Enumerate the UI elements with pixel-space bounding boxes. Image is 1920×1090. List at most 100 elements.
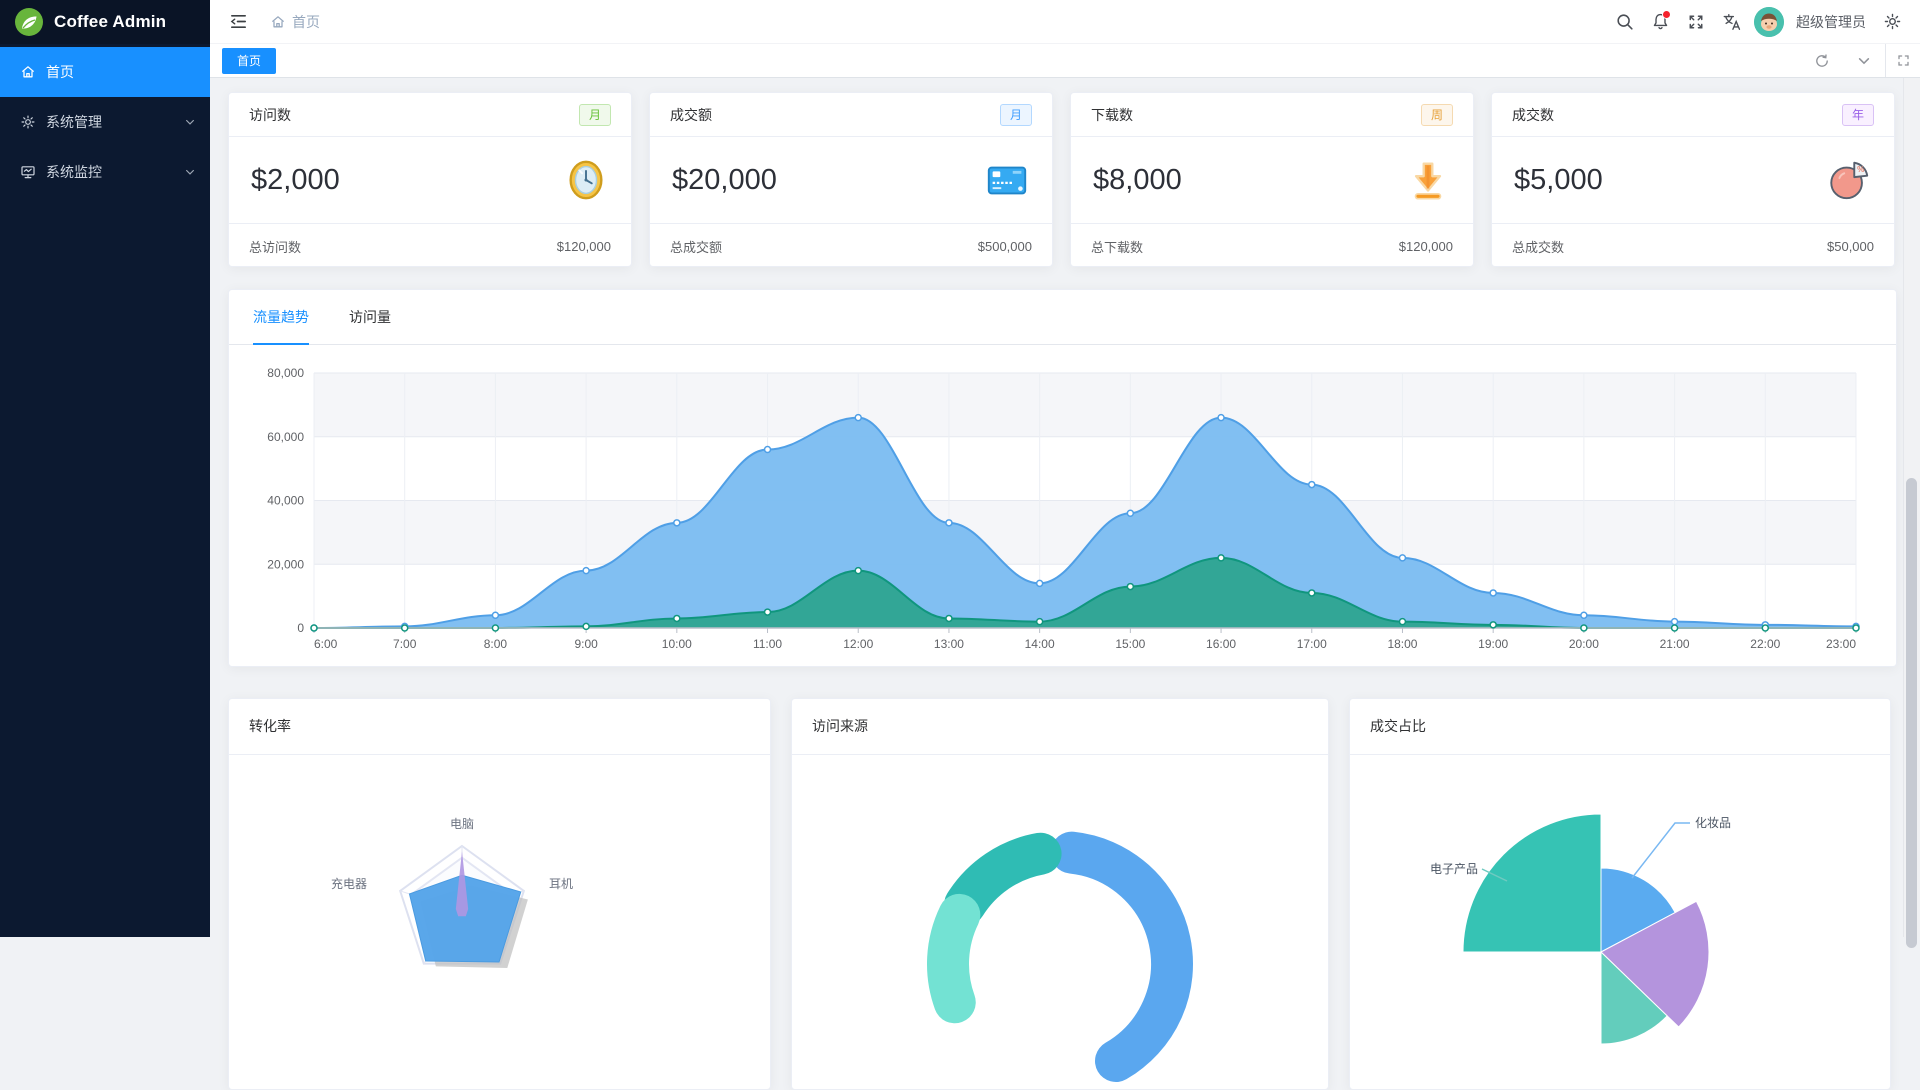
bell-icon[interactable] <box>1646 8 1674 36</box>
sidebar-menu: 首页系统管理系统监控 <box>0 47 210 197</box>
tab-controls <box>1801 44 1920 77</box>
deal-share-card: 成交占比 化妆品 电子产品 <box>1349 698 1891 1090</box>
svg-text:9:00: 9:00 <box>574 637 598 651</box>
visit-source-donut-chart <box>927 831 1193 1082</box>
maximize-icon[interactable] <box>1885 44 1920 77</box>
tab-home[interactable]: 首页 <box>222 47 277 74</box>
sidebar-item-system-monitor[interactable]: 系统监控 <box>0 147 210 197</box>
logo-leaf-icon <box>14 7 44 37</box>
stat-footer-value: $120,000 <box>556 238 611 254</box>
pie-label: 化妆品 <box>1695 816 1731 830</box>
stat-card-body: $20,000 <box>650 137 1052 223</box>
settings-gear-icon[interactable] <box>1878 8 1906 36</box>
stat-card-footer: 总成交数 $50,000 <box>1492 223 1894 268</box>
username[interactable]: 超级管理员 <box>1796 13 1866 30</box>
svg-text:20:00: 20:00 <box>1569 637 1599 651</box>
refresh-icon[interactable] <box>1801 44 1843 77</box>
stat-card-visits: 访问数 月 $2,000 总访问数 $120,000 <box>228 92 632 267</box>
sidebar: Coffee Admin 首页系统管理系统监控 <box>0 0 210 937</box>
card-title: 访问来源 <box>792 699 1328 755</box>
tab-visits[interactable]: 访问量 <box>349 309 391 325</box>
sidebar-item-system-management[interactable]: 系统管理 <box>0 97 210 147</box>
svg-text:60,000: 60,000 <box>267 430 304 444</box>
visit-source-card: 访问来源 <box>791 698 1329 1090</box>
translate-icon[interactable] <box>1718 8 1746 36</box>
stat-card-value: $2,000 <box>251 163 340 196</box>
stat-card-header: 下载数 周 <box>1071 93 1473 137</box>
svg-text:40,000: 40,000 <box>267 494 304 508</box>
stat-card-body: $8,000 <box>1071 137 1473 223</box>
stat-footer-label: 总成交数 <box>1512 239 1565 255</box>
trend-card: 流量趋势 访问量 0 20,000 40,000 60,000 80,000 6:00 7:… <box>228 289 1897 667</box>
stat-card-value: $20,000 <box>672 163 777 196</box>
gear-icon <box>20 114 36 130</box>
avatar[interactable] <box>1754 6 1784 37</box>
stat-card-downloads: 下载数 周 $8,000 总下载数 $120,000 <box>1070 92 1474 267</box>
card-title: 成交占比 <box>1350 699 1890 755</box>
svg-text:13:00: 13:00 <box>934 637 964 651</box>
stat-card-footer: 总访问数 $120,000 <box>229 223 631 268</box>
stat-card-title: 访问数 <box>249 106 291 123</box>
svg-text:%: % <box>1857 165 1865 174</box>
svg-text:80,000: 80,000 <box>267 366 304 380</box>
clock-icon <box>563 157 609 203</box>
svg-text:18:00: 18:00 <box>1387 637 1417 651</box>
stat-footer-value: $120,000 <box>1398 238 1453 254</box>
traffic-area-chart: 0 20,000 40,000 60,000 80,000 6:00 7:00 8:00 9:0… <box>267 366 1860 651</box>
home-icon[interactable] <box>270 14 286 30</box>
home-icon <box>20 64 36 80</box>
credit-card-icon <box>984 157 1030 203</box>
radar-axis-label: 耳机 <box>549 877 573 891</box>
breadcrumb: 首页 <box>270 12 320 32</box>
fullscreen-icon[interactable] <box>1682 8 1710 36</box>
chevron-down-icon <box>184 166 196 178</box>
period-badge: 月 <box>578 103 611 126</box>
stat-card-title: 成交额 <box>670 106 712 123</box>
tab-traffic-trend[interactable]: 流量趋势 <box>253 290 309 345</box>
sidebar-item-label: 系统监控 <box>46 164 102 180</box>
svg-text:21:00: 21:00 <box>1660 637 1690 651</box>
stat-card-value: $5,000 <box>1514 163 1603 196</box>
scrollbar-thumb[interactable] <box>1906 478 1917 948</box>
topbar: 首页 超级管理员 <box>210 0 1920 44</box>
monitor-icon <box>20 164 36 180</box>
svg-text:0: 0 <box>297 621 304 635</box>
pie-icon: % <box>1826 157 1872 203</box>
conversion-rate-card: 转化率 电脑 耳机 充电器 <box>228 698 771 1090</box>
sidebar-item-home[interactable]: 首页 <box>0 47 210 97</box>
bottom-cards-row: 转化率 电脑 耳机 充电器 访问来源 成交占比 化妆品 电子产品 <box>228 698 1891 1090</box>
svg-text:10:00: 10:00 <box>662 637 692 651</box>
svg-text:23:00: 23:00 <box>1826 637 1856 651</box>
stat-footer-label: 总访问数 <box>249 239 302 255</box>
svg-text:7:00: 7:00 <box>393 637 417 651</box>
svg-text:16:00: 16:00 <box>1206 637 1236 651</box>
stat-footer-label: 总成交额 <box>670 239 723 255</box>
stat-card-body: $5,000% <box>1492 137 1894 223</box>
download-icon <box>1405 157 1451 203</box>
stat-card-body: $2,000 <box>229 137 631 223</box>
stat-card-header: 成交额 月 <box>650 93 1052 137</box>
svg-text:22:00: 22:00 <box>1750 637 1780 651</box>
stat-footer-value: $50,000 <box>1827 238 1874 254</box>
stat-card-title: 成交数 <box>1512 106 1554 123</box>
svg-text:6:00: 6:00 <box>314 637 338 651</box>
svg-text:8:00: 8:00 <box>484 637 508 651</box>
trend-tabs: 流量趋势 访问量 <box>229 290 1896 345</box>
sidebar-item-label: 首页 <box>46 64 74 80</box>
stat-card-header: 成交数 年 <box>1492 93 1894 137</box>
stat-footer-value: $500,000 <box>977 238 1032 254</box>
breadcrumb-home[interactable]: 首页 <box>292 13 320 30</box>
sidebar-item-label: 系统管理 <box>46 114 102 130</box>
chevron-down-icon[interactable] <box>1843 44 1885 77</box>
period-badge: 周 <box>1420 103 1453 126</box>
svg-text:11:00: 11:00 <box>753 637 782 651</box>
logo-text: Coffee Admin <box>54 12 167 31</box>
notification-dot <box>1662 9 1671 19</box>
stat-card-deals: 成交数 年 $5,000% 总成交数 $50,000 <box>1491 92 1895 267</box>
collapse-menu-icon[interactable] <box>224 8 252 36</box>
stat-card-title: 下载数 <box>1091 106 1133 123</box>
logo[interactable]: Coffee Admin <box>0 0 210 44</box>
search-icon[interactable] <box>1610 8 1638 36</box>
chevron-down-icon <box>184 116 196 128</box>
